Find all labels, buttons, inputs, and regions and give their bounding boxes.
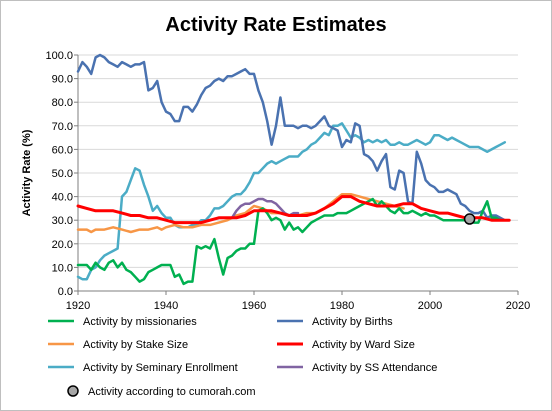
y-tick-label: 80.0 [52, 97, 73, 109]
legend-label-activity-by-ss-attendance: Activity by SS Attendance [312, 362, 437, 374]
gridlines [78, 54, 518, 292]
chart-title: Activity Rate Estimates [165, 14, 386, 36]
series-line-activity-by-missionaries [76, 197, 502, 286]
y-tick-label: 0.0 [58, 286, 73, 298]
special-markers [463, 213, 476, 225]
x-tick-label: 1980 [330, 300, 354, 312]
series-line-activity-by-births [76, 53, 507, 222]
y-tick-label: 30.0 [52, 215, 73, 227]
y-tick-label: 10.0 [52, 262, 73, 274]
series-lines [76, 53, 511, 286]
x-tick-label: 2000 [418, 300, 442, 312]
y-tick-label: 60.0 [52, 144, 73, 156]
y-axis-ticks: 0.0 10.0 20.0 30.0 40.0 50.0 60.0 70.0 80.0 90.0 1… [45, 50, 78, 298]
legend-label-activity-by-missionaries: Activity by missionaries [83, 316, 197, 328]
x-tick-label: 2020 [506, 300, 530, 312]
legend: Activity by missionaries Activity by Birt… [48, 316, 437, 398]
legend-label-activity-by-stake-size: Activity by Stake Size [83, 339, 188, 351]
series-line-activity-by-ward-size [76, 195, 511, 225]
legend-label-activity-by-seminary-enrollment: Activity by Seminary Enrollment [83, 362, 238, 374]
x-tick-label: 1960 [242, 300, 266, 312]
legend-label-activity-by-ward-size: Activity by Ward Size [312, 339, 415, 351]
y-axis-label: Activity Rate (%) [21, 129, 33, 216]
y-tick-label: 50.0 [52, 168, 73, 180]
y-tick-label: 70.0 [52, 121, 73, 133]
y-tick-label: 100.0 [45, 50, 73, 62]
x-axis-ticks: 1920 1940 1960 1980 2000 2020 [66, 291, 530, 312]
x-tick-label: 1940 [154, 300, 178, 312]
legend-label-cumorah: Activity according to cumorah.com [88, 386, 256, 398]
cumorah-marker-point [463, 213, 476, 225]
legend-swatch-cumorah-marker [67, 385, 79, 397]
y-tick-label: 40.0 [52, 192, 73, 204]
x-tick-label: 1920 [66, 300, 90, 312]
legend-label-activity-by-births: Activity by Births [312, 316, 393, 328]
y-tick-label: 20.0 [52, 239, 73, 251]
y-tick-label: 90.0 [52, 74, 73, 86]
series-line-activity-by-seminary-enrollment [76, 122, 507, 281]
